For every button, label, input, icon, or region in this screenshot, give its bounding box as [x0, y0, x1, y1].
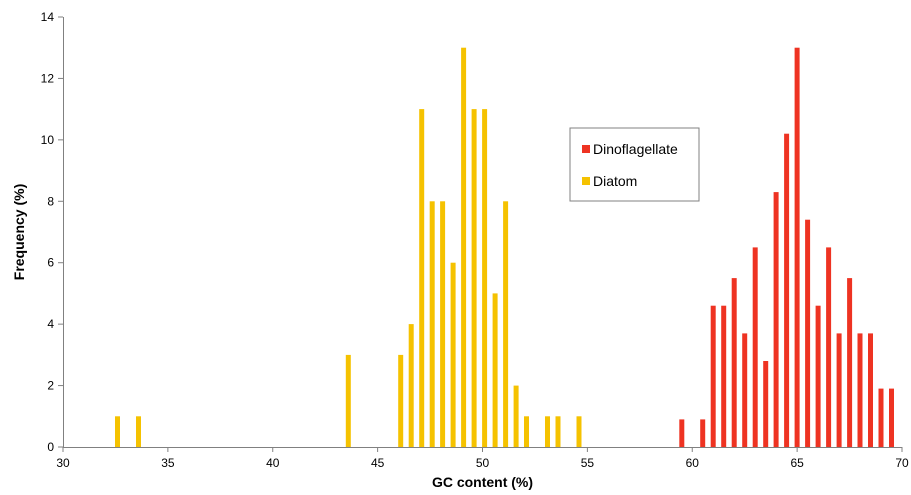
legend-box	[569, 127, 700, 202]
x-tick-label: 35	[161, 456, 175, 470]
bar-diatom	[450, 262, 456, 447]
bar-diatom	[576, 416, 582, 447]
y-tick-label: 0	[47, 440, 54, 454]
bar-diatom	[471, 109, 477, 447]
bar-diatom	[429, 201, 435, 447]
bar-dinoflagellate	[878, 388, 884, 447]
bar-diatom	[461, 47, 467, 447]
bar-dinoflagellate	[679, 419, 685, 447]
x-tick-label: 50	[476, 456, 490, 470]
bar-dinoflagellate	[700, 419, 706, 447]
legend-swatch-dinoflagellate	[582, 145, 590, 153]
bar-diatom	[115, 416, 120, 447]
chart-legend: Dinoflagellate Diatom	[569, 127, 700, 202]
y-tick-label: 8	[47, 194, 54, 208]
bar-diatom	[513, 385, 519, 447]
bar-dinoflagellate	[847, 278, 853, 447]
bar-diatom	[482, 109, 488, 447]
y-tick-label: 4	[47, 317, 54, 331]
y-tick-label: 2	[47, 379, 54, 393]
bar-diatom	[345, 354, 351, 447]
bar-diatom	[492, 293, 498, 447]
x-tick-label: 40	[266, 456, 280, 470]
y-tick-label: 12	[41, 71, 55, 85]
bar-dinoflagellate	[889, 388, 894, 447]
bar-diatom	[419, 109, 425, 447]
x-axis-ticks: 30 35 40 45 50 55 60 65 70	[56, 447, 909, 470]
bar-diatom	[545, 416, 550, 447]
bar-dinoflagellate	[826, 247, 832, 447]
y-tick-label: 6	[47, 256, 54, 270]
x-tick-label: 45	[371, 456, 385, 470]
bar-dinoflagellate	[752, 247, 758, 447]
x-axis-title: GC content (%)	[432, 474, 533, 490]
bar-dinoflagellate	[742, 333, 748, 447]
bar-diatom	[136, 416, 141, 447]
legend-label-dinoflagellate: Dinoflagellate	[593, 141, 678, 157]
bar-dinoflagellate	[773, 192, 779, 447]
bar-dinoflagellate	[857, 333, 863, 447]
x-tick-label: 70	[895, 456, 909, 470]
bar-dinoflagellate	[836, 333, 842, 447]
chart-bars	[115, 47, 894, 447]
y-axis-title: Frequency (%)	[11, 184, 27, 280]
x-tick-label: 65	[790, 456, 804, 470]
bar-dinoflagellate	[710, 305, 716, 447]
y-axis-ticks: 0 2 4 6 8 10 12 14	[41, 10, 63, 454]
bar-diatom	[440, 201, 446, 447]
x-tick-label: 55	[581, 456, 595, 470]
y-tick-label: 14	[41, 10, 55, 24]
bar-diatom	[555, 416, 561, 447]
x-tick-label: 60	[686, 456, 700, 470]
bar-diatom	[398, 354, 404, 447]
y-tick-label: 10	[41, 133, 55, 147]
bar-dinoflagellate	[868, 333, 873, 447]
bar-dinoflagellate	[763, 361, 769, 447]
bar-diatom	[503, 201, 509, 447]
bar-dinoflagellate	[794, 47, 800, 447]
legend-swatch-diatom	[582, 177, 590, 185]
bar-dinoflagellate	[721, 305, 727, 447]
bar-dinoflagellate	[784, 133, 790, 447]
bar-dinoflagellate	[805, 219, 811, 447]
bar-dinoflagellate	[815, 305, 821, 447]
bar-dinoflagellate	[731, 278, 737, 447]
legend-label-diatom: Diatom	[593, 173, 637, 189]
bar-diatom	[524, 416, 529, 447]
x-tick-label: 30	[56, 456, 70, 470]
bar-diatom	[408, 324, 414, 447]
